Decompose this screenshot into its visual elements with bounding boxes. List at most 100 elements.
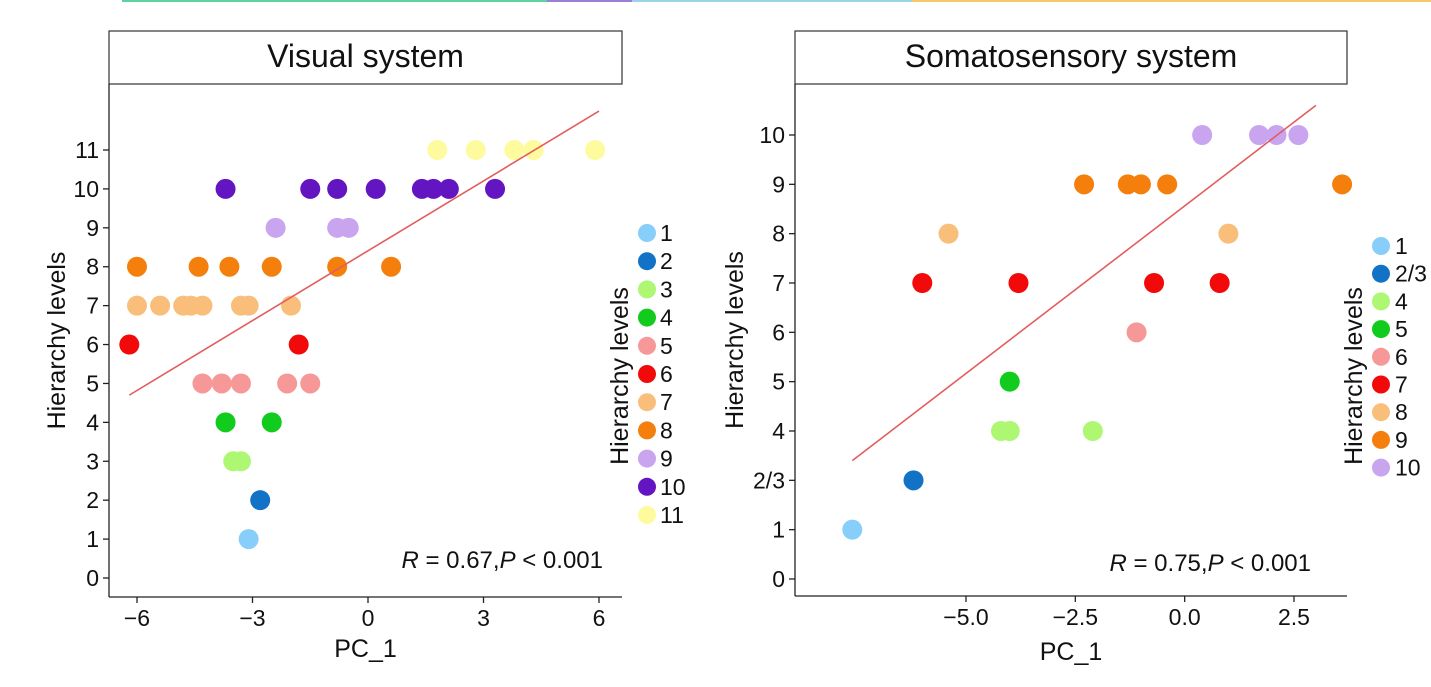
data-point xyxy=(338,217,359,238)
data-point xyxy=(1288,125,1309,145)
legend-swatch xyxy=(638,224,656,242)
legend-swatch xyxy=(1372,403,1390,422)
data-point xyxy=(1209,273,1230,293)
legend-swatch xyxy=(1372,347,1390,366)
data-point xyxy=(999,371,1020,392)
y-tick-label: 0 xyxy=(772,566,785,592)
y-tick-label: 8 xyxy=(86,254,99,280)
legend-label: 10 xyxy=(660,474,686,500)
legend-label: 3 xyxy=(660,276,673,302)
y-axis-label: Hierarchy levels xyxy=(721,251,749,429)
y-tick-label: 1 xyxy=(772,517,785,543)
legend-swatch xyxy=(638,365,656,383)
chart-title-box xyxy=(794,30,1348,85)
legend-label: 8 xyxy=(660,417,673,443)
legend-label: 6 xyxy=(1395,344,1408,370)
legend-label: 2 xyxy=(660,248,673,274)
y-tick-label: 11 xyxy=(75,137,99,163)
chart-title-box xyxy=(108,30,623,85)
data-point xyxy=(1130,174,1151,195)
legend-swatch xyxy=(1372,458,1390,477)
y-tick-label: 10 xyxy=(73,176,99,202)
x-tick-label: 3 xyxy=(477,605,490,631)
correlation-annotation: R = 0.67,P < 0.001 xyxy=(401,547,603,574)
y-tick-label: 4 xyxy=(772,418,785,444)
data-point xyxy=(842,519,863,540)
data-point xyxy=(1332,174,1353,195)
data-point xyxy=(1157,174,1178,195)
y-tick-label: 5 xyxy=(772,369,785,395)
data-point xyxy=(903,470,924,491)
legend-label: 4 xyxy=(1395,288,1408,314)
legend-label: 5 xyxy=(660,333,673,359)
legend-swatch xyxy=(1372,237,1390,255)
data-point xyxy=(1126,322,1147,343)
data-point xyxy=(381,256,402,277)
x-tick-label: −2.5 xyxy=(1053,604,1098,630)
x-tick-label: −5.0 xyxy=(943,604,988,630)
y-tick-label: 6 xyxy=(86,332,99,358)
x-axis-label: PC_1 xyxy=(334,635,397,663)
legend-label: 1 xyxy=(660,220,673,246)
data-point xyxy=(288,334,309,355)
stat-value: < 0.001 xyxy=(516,547,603,574)
x-tick-label: 0.0 xyxy=(1169,604,1201,630)
stat-symbol: P xyxy=(1208,550,1224,577)
data-point xyxy=(327,178,348,199)
y-tick-label: 9 xyxy=(772,171,785,197)
data-point xyxy=(238,295,259,316)
data-point xyxy=(938,223,959,244)
y-tick-label: 9 xyxy=(86,215,99,241)
data-point xyxy=(230,451,251,472)
data-point xyxy=(365,178,386,199)
x-tick-label: 0 xyxy=(362,605,375,631)
stat-symbol: P xyxy=(500,547,516,574)
data-point xyxy=(485,178,506,199)
data-point xyxy=(261,412,282,433)
data-point xyxy=(211,373,232,394)
stat-value: = 0.75, xyxy=(1127,550,1208,577)
y-axis-label: Hierarchy levels xyxy=(43,252,71,430)
data-point xyxy=(215,412,236,433)
data-point xyxy=(265,217,286,238)
y-tick-label: 2/3 xyxy=(753,467,785,493)
stat-value: = 0.67, xyxy=(419,547,500,574)
regression-line xyxy=(851,104,1317,462)
data-point xyxy=(281,295,301,316)
data-point xyxy=(277,373,298,394)
legend-label: 2/3 xyxy=(1395,261,1427,287)
y-tick-label: 6 xyxy=(772,319,785,345)
legend-label: 9 xyxy=(1395,427,1408,453)
data-point xyxy=(127,295,147,316)
x-tick-label: −3 xyxy=(239,605,265,631)
data-point xyxy=(1218,223,1239,244)
legend-swatch xyxy=(638,506,656,524)
x-tick-label: −6 xyxy=(124,605,150,631)
legend-swatch xyxy=(638,336,656,355)
data-point xyxy=(127,256,147,277)
data-point xyxy=(150,295,171,316)
legend-label: 10 xyxy=(1395,455,1421,481)
legend-title: Hierarchy levels xyxy=(606,287,634,465)
data-point xyxy=(300,373,321,394)
data-point xyxy=(238,529,259,550)
y-tick-label: 3 xyxy=(86,448,99,474)
legend-label: 11 xyxy=(660,502,684,528)
data-point xyxy=(300,178,321,199)
data-point xyxy=(188,256,209,277)
data-point xyxy=(192,373,213,394)
chart-title: Somatosensory system xyxy=(905,38,1238,74)
legend-swatch xyxy=(638,280,656,299)
legend-swatch xyxy=(638,308,656,327)
y-tick-label: 7 xyxy=(86,293,99,319)
data-point xyxy=(1008,273,1029,293)
legend-label: 7 xyxy=(1395,372,1408,398)
regression-line xyxy=(128,110,600,396)
y-tick-label: 5 xyxy=(86,370,99,396)
y-tick-label: 0 xyxy=(86,565,99,591)
legend-label: 5 xyxy=(1395,316,1408,342)
data-point xyxy=(192,295,213,316)
legend-label: 7 xyxy=(660,389,673,415)
top-decor-bar-4 xyxy=(912,0,1431,2)
